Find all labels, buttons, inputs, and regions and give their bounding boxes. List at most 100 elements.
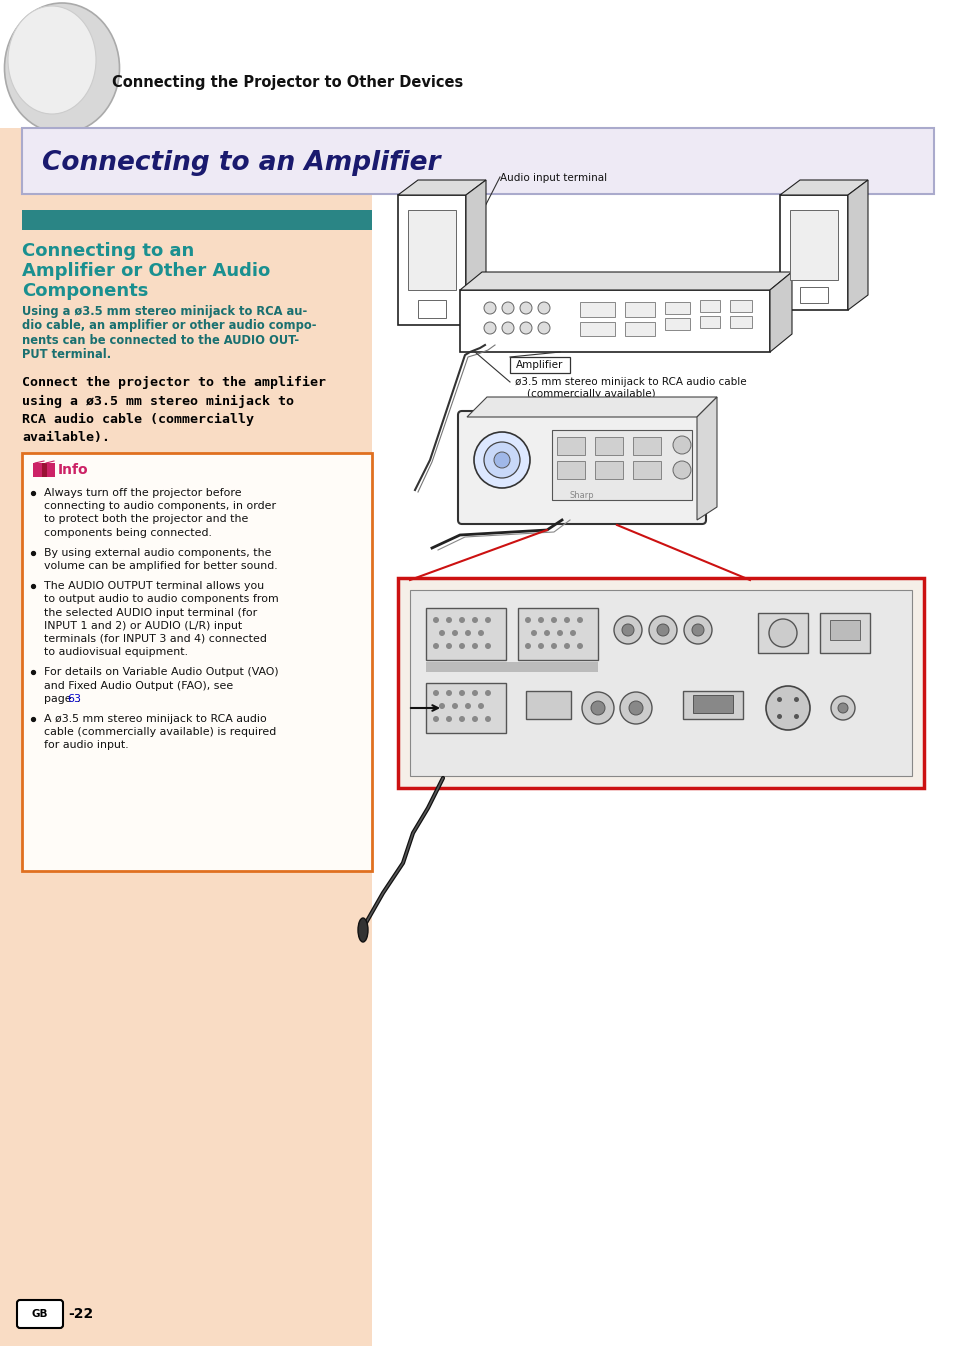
Circle shape <box>483 302 496 314</box>
Bar <box>45 463 55 476</box>
Circle shape <box>551 643 557 649</box>
Text: PUT terminal.: PUT terminal. <box>22 349 111 362</box>
Bar <box>426 608 505 660</box>
Text: Amplifier: Amplifier <box>516 359 563 370</box>
Bar <box>426 682 505 734</box>
Bar <box>22 454 372 871</box>
Text: The AUDIO OUTPUT terminal allows you: The AUDIO OUTPUT terminal allows you <box>44 581 264 591</box>
Bar <box>633 437 660 455</box>
Bar <box>0 128 372 1346</box>
Bar <box>42 463 47 476</box>
Circle shape <box>464 703 471 709</box>
Text: By using external audio components, the: By using external audio components, the <box>44 548 272 557</box>
Polygon shape <box>465 180 485 324</box>
Bar <box>595 460 622 479</box>
Circle shape <box>484 690 491 696</box>
Circle shape <box>776 713 781 719</box>
Text: components being connected.: components being connected. <box>44 528 212 537</box>
Bar <box>579 322 615 336</box>
Bar <box>682 690 742 719</box>
Text: For details on Variable Audio Output (VAO): For details on Variable Audio Output (VA… <box>44 668 278 677</box>
Bar <box>408 210 456 289</box>
Circle shape <box>472 643 477 649</box>
Circle shape <box>472 690 477 696</box>
Bar <box>459 289 769 353</box>
Circle shape <box>672 460 690 479</box>
Text: Using a ø3.5 mm stereo minijack to RCA au-: Using a ø3.5 mm stereo minijack to RCA a… <box>22 306 307 318</box>
Text: (commercially available): (commercially available) <box>526 389 655 398</box>
FancyBboxPatch shape <box>17 1300 63 1329</box>
Bar <box>700 300 720 312</box>
Bar <box>417 300 446 318</box>
Bar <box>780 195 847 310</box>
Bar <box>517 608 598 660</box>
Text: Sharp: Sharp <box>569 490 594 499</box>
Circle shape <box>524 616 531 623</box>
Circle shape <box>621 625 634 637</box>
Circle shape <box>793 697 799 703</box>
Circle shape <box>569 630 576 637</box>
Circle shape <box>557 630 562 637</box>
Circle shape <box>433 690 438 696</box>
Bar <box>552 429 691 499</box>
Bar <box>624 322 655 336</box>
Text: using a ø3.5 mm stereo minijack to: using a ø3.5 mm stereo minijack to <box>22 394 294 408</box>
Bar <box>510 357 569 373</box>
Circle shape <box>563 616 569 623</box>
Circle shape <box>619 692 651 724</box>
Circle shape <box>438 630 444 637</box>
Polygon shape <box>780 180 867 195</box>
Text: Always turn off the projector before: Always turn off the projector before <box>44 489 241 498</box>
Bar <box>579 302 615 318</box>
Bar <box>700 316 720 328</box>
Bar <box>729 316 751 328</box>
Circle shape <box>537 302 550 314</box>
Polygon shape <box>459 272 791 289</box>
Text: INPUT 1 and 2) or AUDIO (L/R) input: INPUT 1 and 2) or AUDIO (L/R) input <box>44 621 242 631</box>
Circle shape <box>433 643 438 649</box>
Text: to protect both the projector and the: to protect both the projector and the <box>44 514 248 525</box>
Bar <box>820 612 869 653</box>
Circle shape <box>464 630 471 637</box>
Text: cable (commercially available) is required: cable (commercially available) is requir… <box>44 727 276 738</box>
Circle shape <box>458 690 464 696</box>
Circle shape <box>793 713 799 719</box>
Text: Connecting to an: Connecting to an <box>22 242 194 260</box>
Circle shape <box>477 703 483 709</box>
Circle shape <box>590 701 604 715</box>
Ellipse shape <box>357 918 368 942</box>
Text: available).: available). <box>22 432 110 444</box>
Circle shape <box>484 716 491 721</box>
Circle shape <box>458 616 464 623</box>
Circle shape <box>446 716 452 721</box>
Text: RCA audio cable (commercially: RCA audio cable (commercially <box>22 413 253 427</box>
Bar <box>33 463 43 476</box>
Bar <box>397 195 465 324</box>
Circle shape <box>524 643 531 649</box>
Text: Info: Info <box>58 463 89 476</box>
Circle shape <box>768 619 796 647</box>
Text: Connecting the Projector to Other Devices: Connecting the Projector to Other Device… <box>112 74 463 89</box>
Circle shape <box>648 616 677 643</box>
Bar <box>595 437 622 455</box>
Text: ø3.5 mm stereo minijack to RCA audio cable: ø3.5 mm stereo minijack to RCA audio cab… <box>515 377 746 388</box>
Circle shape <box>837 703 847 713</box>
Circle shape <box>484 643 491 649</box>
Bar <box>664 302 689 314</box>
Bar <box>624 302 655 318</box>
Circle shape <box>537 616 543 623</box>
Text: Amplifier or Other Audio: Amplifier or Other Audio <box>22 262 270 280</box>
Bar <box>22 210 372 230</box>
Text: -22: -22 <box>68 1307 93 1320</box>
Text: Connect the projector to the amplifier: Connect the projector to the amplifier <box>22 376 326 389</box>
Bar <box>426 662 598 672</box>
Polygon shape <box>769 272 791 353</box>
Bar <box>789 210 837 280</box>
Circle shape <box>691 625 703 637</box>
Text: for audio input.: for audio input. <box>44 740 129 751</box>
Circle shape <box>577 643 582 649</box>
Text: Connecting to an Amplifier: Connecting to an Amplifier <box>42 149 440 176</box>
Text: to output audio to audio components from: to output audio to audio components from <box>44 595 278 604</box>
Polygon shape <box>467 397 717 417</box>
Bar <box>557 460 584 479</box>
